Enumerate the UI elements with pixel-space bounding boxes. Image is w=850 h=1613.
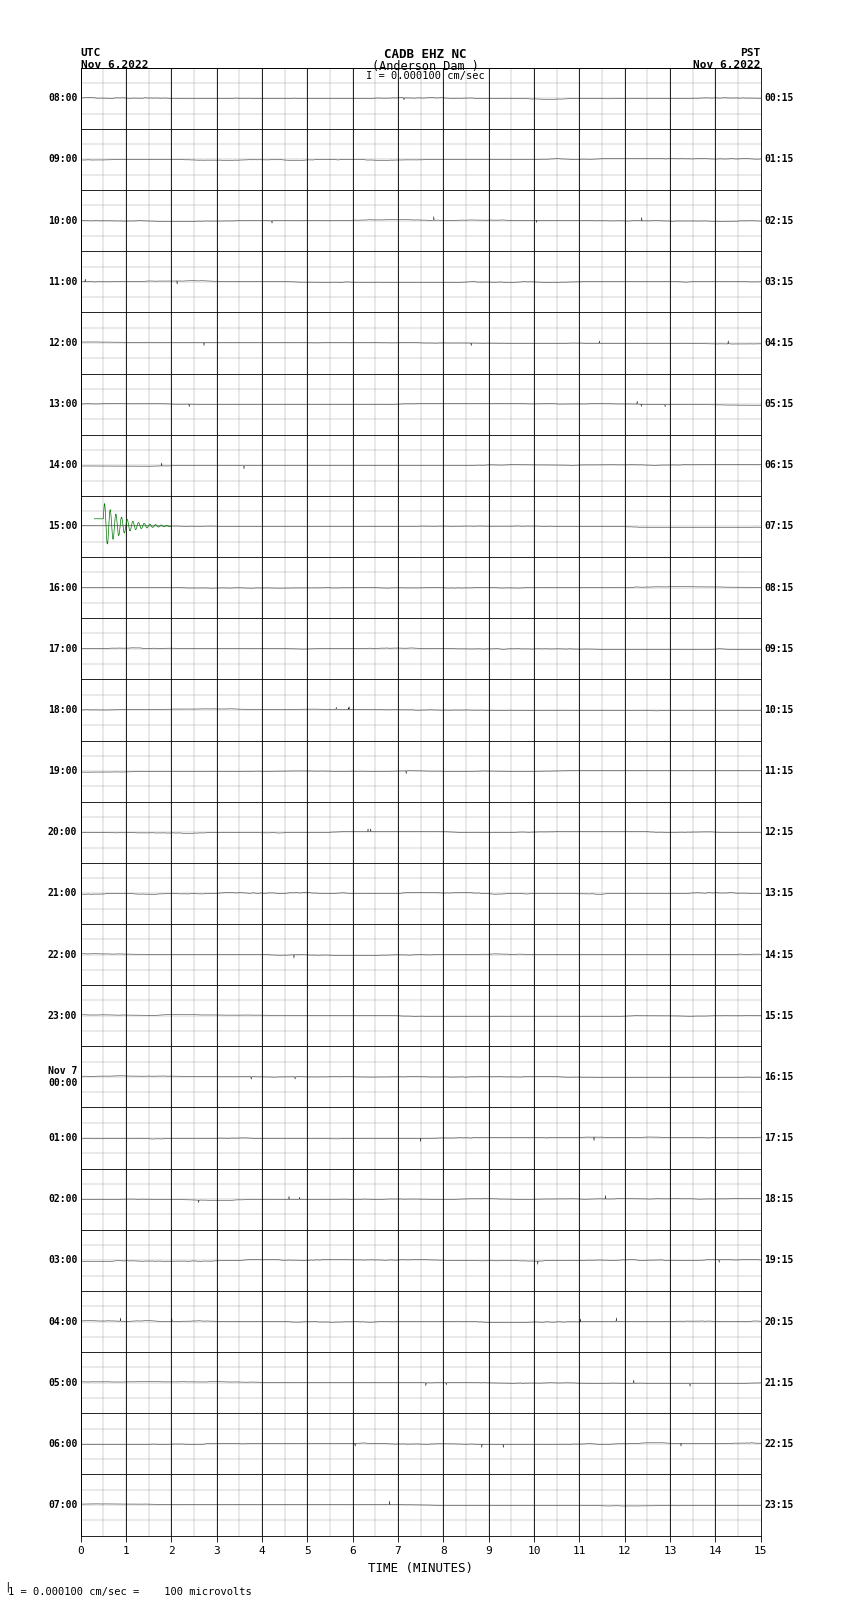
Text: PST: PST bbox=[740, 48, 761, 58]
Text: 10:00: 10:00 bbox=[48, 216, 77, 226]
Text: 03:00: 03:00 bbox=[48, 1255, 77, 1265]
Text: 05:15: 05:15 bbox=[764, 398, 794, 410]
Text: 21:00: 21:00 bbox=[48, 889, 77, 898]
Text: 20:00: 20:00 bbox=[48, 827, 77, 837]
Text: 17:00: 17:00 bbox=[48, 644, 77, 653]
Text: 00:15: 00:15 bbox=[764, 94, 794, 103]
Text: I = 0.000100 cm/sec: I = 0.000100 cm/sec bbox=[366, 71, 484, 81]
Text: CADB EHZ NC: CADB EHZ NC bbox=[383, 48, 467, 61]
Text: 15:00: 15:00 bbox=[48, 521, 77, 531]
Text: 04:00: 04:00 bbox=[48, 1316, 77, 1326]
Text: 22:15: 22:15 bbox=[764, 1439, 794, 1448]
Text: 18:00: 18:00 bbox=[48, 705, 77, 715]
Text: 1 = 0.000100 cm/sec =    100 microvolts: 1 = 0.000100 cm/sec = 100 microvolts bbox=[8, 1587, 252, 1597]
Text: 13:15: 13:15 bbox=[764, 889, 794, 898]
Text: 10:15: 10:15 bbox=[764, 705, 794, 715]
Text: Nov 6,2022: Nov 6,2022 bbox=[81, 60, 148, 69]
Text: 23:00: 23:00 bbox=[48, 1011, 77, 1021]
Text: 18:15: 18:15 bbox=[764, 1194, 794, 1205]
Text: 19:00: 19:00 bbox=[48, 766, 77, 776]
Text: 05:00: 05:00 bbox=[48, 1378, 77, 1387]
Text: 11:15: 11:15 bbox=[764, 766, 794, 776]
Text: 16:00: 16:00 bbox=[48, 582, 77, 592]
Text: 13:00: 13:00 bbox=[48, 398, 77, 410]
Text: 14:00: 14:00 bbox=[48, 460, 77, 471]
Text: 07:00: 07:00 bbox=[48, 1500, 77, 1510]
Text: Nov 7
00:00: Nov 7 00:00 bbox=[48, 1066, 77, 1087]
Text: 20:15: 20:15 bbox=[764, 1316, 794, 1326]
Text: 09:00: 09:00 bbox=[48, 155, 77, 165]
Text: 14:15: 14:15 bbox=[764, 950, 794, 960]
Text: 16:15: 16:15 bbox=[764, 1073, 794, 1082]
Text: 07:15: 07:15 bbox=[764, 521, 794, 531]
Text: 17:15: 17:15 bbox=[764, 1132, 794, 1144]
Text: 06:15: 06:15 bbox=[764, 460, 794, 471]
Text: |: | bbox=[4, 1581, 11, 1592]
Text: 15:15: 15:15 bbox=[764, 1011, 794, 1021]
Text: 02:15: 02:15 bbox=[764, 216, 794, 226]
Text: 06:00: 06:00 bbox=[48, 1439, 77, 1448]
Text: (Anderson Dam ): (Anderson Dam ) bbox=[371, 60, 479, 73]
X-axis label: TIME (MINUTES): TIME (MINUTES) bbox=[368, 1561, 473, 1574]
Text: Nov 6,2022: Nov 6,2022 bbox=[694, 60, 761, 69]
Text: 01:15: 01:15 bbox=[764, 155, 794, 165]
Text: 22:00: 22:00 bbox=[48, 950, 77, 960]
Text: 12:00: 12:00 bbox=[48, 339, 77, 348]
Text: 08:15: 08:15 bbox=[764, 582, 794, 592]
Text: UTC: UTC bbox=[81, 48, 101, 58]
Text: 09:15: 09:15 bbox=[764, 644, 794, 653]
Text: 03:15: 03:15 bbox=[764, 277, 794, 287]
Text: 04:15: 04:15 bbox=[764, 339, 794, 348]
Text: 23:15: 23:15 bbox=[764, 1500, 794, 1510]
Text: 02:00: 02:00 bbox=[48, 1194, 77, 1205]
Text: 08:00: 08:00 bbox=[48, 94, 77, 103]
Text: 21:15: 21:15 bbox=[764, 1378, 794, 1387]
Text: 01:00: 01:00 bbox=[48, 1132, 77, 1144]
Text: 11:00: 11:00 bbox=[48, 277, 77, 287]
Text: 12:15: 12:15 bbox=[764, 827, 794, 837]
Text: 19:15: 19:15 bbox=[764, 1255, 794, 1265]
